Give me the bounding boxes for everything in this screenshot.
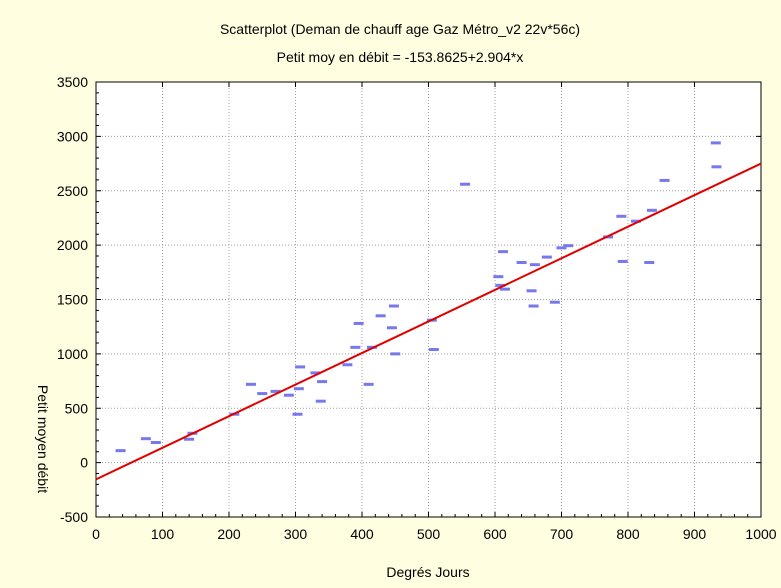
data-point (350, 345, 361, 349)
data-point (257, 392, 268, 396)
x-tick-label: 100 (151, 526, 175, 542)
y-tick-label: 500 (65, 400, 89, 416)
data-point (493, 275, 504, 279)
regression-line-group (95, 162, 762, 481)
data-point (353, 321, 364, 325)
data-point (390, 352, 401, 356)
x-tick-label: 0 (92, 526, 100, 542)
chart-subtitle: Petit moy en débit = -153.8625+2.904*x (277, 49, 524, 65)
gridlines (96, 82, 761, 517)
data-point (363, 382, 374, 386)
y-axis-label: Petit moyen débit (35, 385, 51, 493)
data-point (428, 348, 439, 352)
data-point (342, 363, 353, 367)
y-tick-label: 1500 (57, 292, 88, 308)
data-point (499, 287, 510, 291)
x-tick-label: 400 (350, 526, 374, 542)
data-point (295, 365, 306, 369)
x-axis-label: Degrés Jours (386, 564, 469, 580)
y-tick-label: 1000 (57, 346, 88, 362)
data-point (617, 259, 628, 263)
data-point (150, 441, 161, 445)
data-point (659, 178, 670, 182)
data-point (541, 255, 552, 259)
x-tick-label: 600 (483, 526, 507, 542)
data-point (375, 314, 386, 318)
data-point (245, 382, 256, 386)
data-point (497, 250, 508, 254)
x-tick-label: 900 (683, 526, 707, 542)
x-tick-label: 1000 (745, 526, 776, 542)
data-point (646, 208, 657, 212)
y-tick-label: 2000 (57, 237, 88, 253)
data-point (529, 263, 540, 267)
data-point (315, 399, 326, 403)
data-point (460, 182, 471, 186)
x-tick-label: 200 (217, 526, 241, 542)
data-point (526, 289, 537, 293)
data-point (140, 437, 151, 441)
y-tick-label: 3000 (57, 128, 88, 144)
data-point (711, 165, 722, 169)
data-point (184, 437, 195, 441)
data-point (283, 393, 294, 397)
y-tick-label: 0 (80, 455, 88, 471)
data-point (386, 326, 397, 330)
data-point (293, 387, 304, 391)
data-point (710, 141, 721, 145)
data-point (528, 304, 539, 308)
data-point (644, 261, 655, 265)
data-point (549, 300, 560, 304)
data-point (270, 389, 281, 393)
regression-line (95, 162, 762, 481)
y-tick-label: -500 (60, 509, 88, 525)
data-point (292, 412, 303, 416)
data-point (495, 283, 506, 287)
data-point (516, 261, 527, 265)
data-point (563, 244, 574, 248)
data-point (630, 219, 641, 223)
y-tick-label: 3500 (57, 74, 88, 90)
x-tick-label: 500 (417, 526, 441, 542)
data-point (388, 304, 399, 308)
data-point (556, 246, 567, 250)
data-point (115, 449, 126, 453)
x-tick-label: 800 (616, 526, 640, 542)
chart-title: Scatterplot (Deman de chauff age Gaz Mét… (220, 21, 580, 37)
x-tick-label: 300 (284, 526, 308, 542)
axis-ticks: 0 100 200 300 400 500 600 700 800 900 1000-5000500… (57, 74, 777, 542)
x-tick-label: 700 (550, 526, 574, 542)
data-point (616, 214, 627, 218)
data-point (317, 380, 328, 384)
y-tick-label: 2500 (57, 183, 88, 199)
data-point (310, 371, 321, 375)
